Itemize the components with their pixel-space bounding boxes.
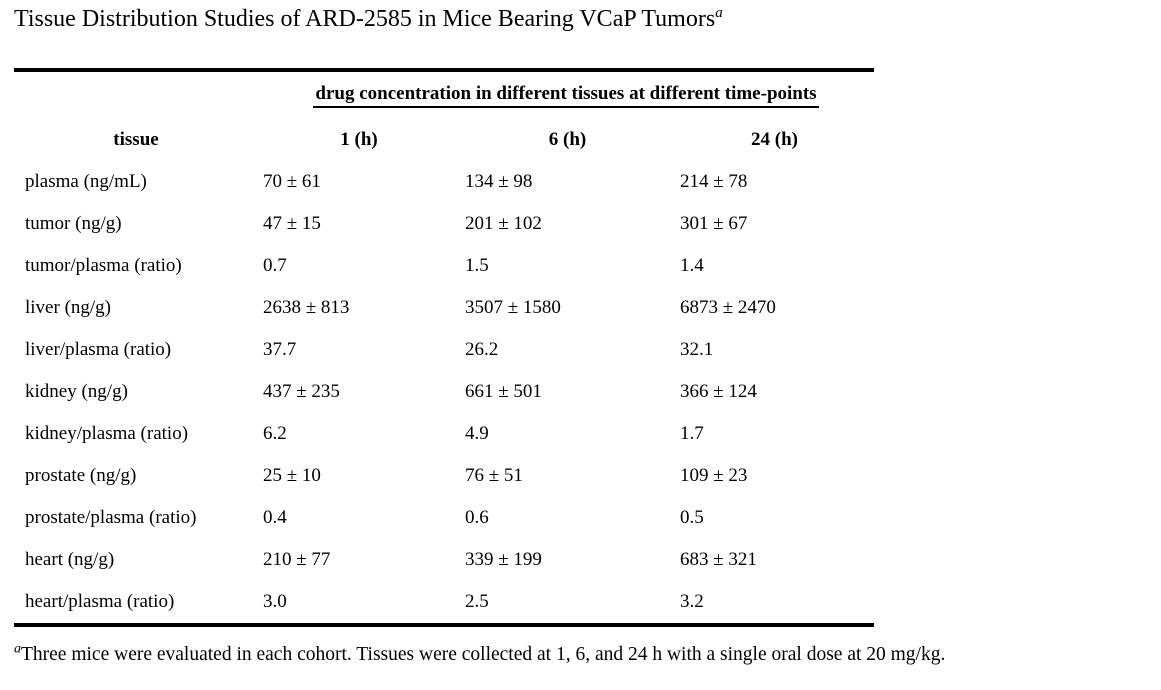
value-24h: 1.7	[680, 423, 704, 444]
value-1h: 6.2	[263, 423, 287, 444]
table-row-heart-plasma-ratio: heart/plasma (ratio) 3.0 2.5 3.2	[14, 581, 874, 625]
row-label: kidney (ng/g)	[25, 381, 128, 402]
value-6h: 4.9	[465, 423, 489, 444]
column-header-row: tissue 1 (h) 6 (h) 24 (h)	[14, 119, 874, 161]
row-label: plasma (ng/mL)	[25, 171, 147, 192]
span-header-row: drug concentration in different tissues …	[14, 70, 874, 119]
value-24h: 109 ± 23	[680, 465, 748, 486]
table-row-tumor: tumor (ng/g) 47 ± 15 201 ± 102 301 ± 67	[14, 203, 874, 245]
span-header-label: drug concentration in different tissues …	[313, 83, 819, 108]
table-row-liver: liver (ng/g) 2638 ± 813 3507 ± 1580 6873…	[14, 287, 874, 329]
col-header-24h: 24 (h)	[751, 129, 798, 150]
value-1h: 37.7	[263, 339, 297, 360]
paper-title: Tissue Distribution Studies of ARD-2585 …	[14, 6, 723, 33]
value-1h: 47 ± 15	[263, 213, 321, 234]
value-1h: 0.7	[263, 255, 287, 276]
title-footnote-marker: a	[715, 5, 723, 21]
value-1h: 0.4	[263, 507, 287, 528]
value-1h: 2638 ± 813	[263, 297, 350, 318]
table-row-liver-plasma-ratio: liver/plasma (ratio) 37.7 26.2 32.1	[14, 329, 874, 371]
value-6h: 76 ± 51	[465, 465, 523, 486]
tissue-distribution-table: drug concentration in different tissues …	[14, 68, 874, 627]
table-footnote: aThree mice were evaluated in each cohor…	[14, 641, 1148, 666]
col-header-1h: 1 (h)	[340, 129, 378, 150]
table-row-prostate-plasma-ratio: prostate/plasma (ratio) 0.4 0.6 0.5	[14, 497, 874, 539]
span-header-spacer	[14, 70, 258, 119]
table-row-kidney-plasma-ratio: kidney/plasma (ratio) 6.2 4.9 1.7	[14, 413, 874, 455]
value-6h: 134 ± 98	[465, 171, 533, 192]
span-header-cell: drug concentration in different tissues …	[258, 70, 874, 119]
row-label: kidney/plasma (ratio)	[25, 423, 189, 444]
value-24h: 0.5	[680, 507, 704, 528]
col-header-6h: 6 (h)	[548, 129, 587, 150]
row-label: tumor (ng/g)	[25, 213, 122, 234]
row-label: prostate (ng/g)	[25, 465, 137, 486]
value-6h: 3507 ± 1580	[465, 297, 561, 318]
value-6h: 339 ± 199	[465, 549, 542, 570]
row-label: liver (ng/g)	[25, 297, 112, 318]
paper-title-text: Tissue Distribution Studies of ARD-2585 …	[14, 6, 716, 32]
table-row-kidney: kidney (ng/g) 437 ± 235 661 ± 501 366 ± …	[14, 371, 874, 413]
value-6h: 26.2	[465, 339, 499, 360]
value-6h: 661 ± 501	[465, 381, 542, 402]
value-1h: 70 ± 61	[263, 171, 321, 192]
row-label: tumor/plasma (ratio)	[25, 255, 182, 276]
row-label: liver/plasma (ratio)	[25, 339, 172, 360]
value-1h: 437 ± 235	[263, 381, 340, 402]
value-6h: 1.5	[465, 255, 489, 276]
footnote-text: Three mice were evaluated in each cohort…	[21, 644, 946, 665]
table-row-heart: heart (ng/g) 210 ± 77 339 ± 199 683 ± 32…	[14, 539, 874, 581]
table-row-plasma: plasma (ng/mL) 70 ± 61 134 ± 98 214 ± 78	[14, 161, 874, 203]
value-24h: 366 ± 124	[680, 381, 757, 402]
value-6h: 201 ± 102	[465, 213, 542, 234]
value-24h: 214 ± 78	[680, 171, 748, 192]
value-24h: 683 ± 321	[680, 549, 757, 570]
value-1h: 210 ± 77	[263, 549, 331, 570]
value-6h: 2.5	[465, 591, 489, 612]
value-24h: 6873 ± 2470	[680, 297, 776, 318]
col-header-tissue: tissue	[113, 129, 159, 150]
row-label: heart (ng/g)	[25, 549, 115, 570]
value-1h: 3.0	[263, 591, 287, 612]
row-label: heart/plasma (ratio)	[25, 591, 175, 612]
table-row-tumor-plasma-ratio: tumor/plasma (ratio) 0.7 1.5 1.4	[14, 245, 874, 287]
value-24h: 301 ± 67	[680, 213, 748, 234]
value-24h: 3.2	[680, 591, 704, 612]
value-6h: 0.6	[465, 507, 489, 528]
footnote-marker: a	[14, 641, 21, 657]
value-24h: 1.4	[680, 255, 704, 276]
table-row-prostate: prostate (ng/g) 25 ± 10 76 ± 51 109 ± 23	[14, 455, 874, 497]
value-1h: 25 ± 10	[263, 465, 321, 486]
row-label: prostate/plasma (ratio)	[25, 507, 197, 528]
value-24h: 32.1	[680, 339, 714, 360]
